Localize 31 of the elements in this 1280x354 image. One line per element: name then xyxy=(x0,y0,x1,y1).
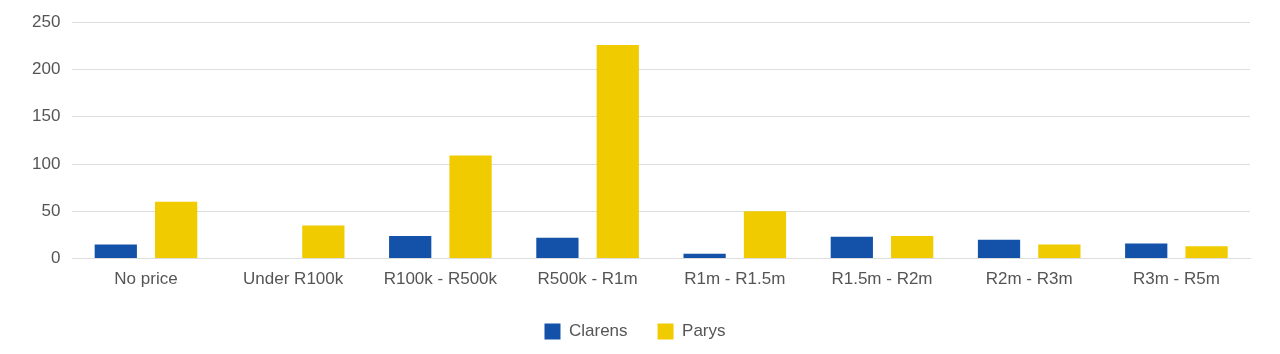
bar xyxy=(155,201,198,259)
x-tick-label: R100k - R500k xyxy=(383,269,498,289)
bar xyxy=(1185,246,1228,259)
x-tick-label: R3m - R5m xyxy=(1132,269,1220,289)
bar xyxy=(977,239,1021,259)
x-tick-label: No price xyxy=(114,269,178,289)
bar xyxy=(302,225,345,259)
y-tick-label: 250 xyxy=(31,11,61,31)
x-tick-label: Under R100k xyxy=(243,269,344,289)
bar xyxy=(743,211,787,259)
y-tick-label: 200 xyxy=(31,59,61,79)
y-tick-label: 0 xyxy=(50,248,61,268)
x-tick-label: R1m - R1.5m xyxy=(684,269,786,289)
bar xyxy=(94,244,137,259)
bar xyxy=(536,237,579,259)
y-tick-label: 100 xyxy=(31,153,61,173)
legend-label: Clarens xyxy=(568,321,628,341)
bar xyxy=(1038,244,1081,259)
x-tick-label: R500k - R1m xyxy=(537,269,638,289)
legend-label: Parys xyxy=(682,321,726,341)
bar xyxy=(449,155,492,259)
y-tick-label: 50 xyxy=(41,201,61,221)
bar xyxy=(596,44,639,259)
bar xyxy=(830,236,873,259)
y-tick-label: 150 xyxy=(31,106,61,126)
x-tick-label: R1.5m - R2m xyxy=(831,269,933,289)
bar xyxy=(389,235,432,259)
x-tick-label: R2m - R3m xyxy=(985,269,1073,289)
bar xyxy=(891,235,934,259)
bar xyxy=(1125,243,1168,259)
bar xyxy=(683,253,726,259)
